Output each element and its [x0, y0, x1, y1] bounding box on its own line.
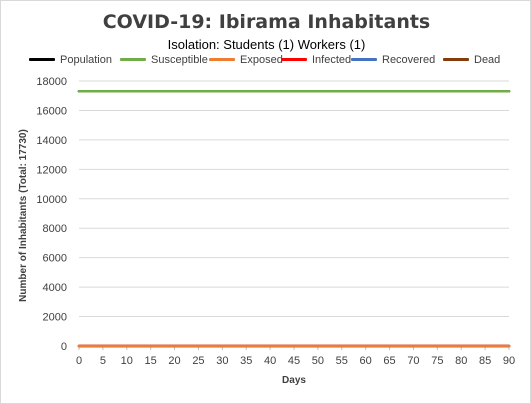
x-tick-label: 70: [407, 355, 419, 367]
x-tick-label: 60: [360, 355, 372, 367]
legend-swatch: [120, 58, 146, 61]
x-tick-label: 15: [145, 355, 157, 367]
x-tick-label: 65: [383, 355, 395, 367]
legend-label: Susceptible: [151, 54, 208, 66]
legend-swatch: [351, 58, 377, 61]
x-axis-title: Days: [282, 375, 306, 386]
y-tick-label: 14000: [36, 135, 67, 147]
x-tick-label: 35: [240, 355, 252, 367]
x-tick-label: 90: [503, 355, 515, 367]
chart-legend: Population Susceptible Exposed Infected Reco…: [29, 53, 529, 67]
x-tick-label: 25: [192, 355, 204, 367]
x-tick-label: 55: [336, 355, 348, 367]
x-tick-label: 45: [288, 355, 300, 367]
legend-label: Recovered: [382, 54, 436, 66]
y-tick-label: 4000: [43, 282, 67, 294]
x-tick-label: 40: [264, 355, 276, 367]
legend-swatch: [209, 58, 235, 61]
y-tick-label: 0: [61, 341, 67, 353]
x-tick-label: 50: [312, 355, 324, 367]
y-tick-label: 2000: [43, 312, 67, 324]
legend-label: Dead: [474, 54, 501, 66]
legend-label: Population: [60, 54, 112, 66]
legend-label: Exposed: [240, 54, 283, 66]
legend-swatch: [29, 58, 55, 61]
x-tick-label: 20: [168, 355, 180, 367]
legend-label: Infected: [312, 54, 352, 66]
legend-swatch: [443, 58, 469, 61]
x-tick-label: 80: [455, 355, 467, 367]
y-tick-label: 12000: [36, 164, 67, 176]
y-tick-label: 16000: [36, 105, 67, 117]
x-tick-label: 75: [431, 355, 443, 367]
x-tick-label: 10: [121, 355, 133, 367]
legend-swatch: [281, 58, 307, 61]
x-tick-label: 30: [216, 355, 228, 367]
chart-title: COVID-19: Ibirama Inhabitants: [102, 11, 431, 33]
y-tick-label: 10000: [36, 194, 67, 206]
x-tick-label: 5: [100, 355, 106, 367]
x-tick-label: 85: [479, 355, 491, 367]
chart-subtitle: Isolation: Students (1) Workers (1): [167, 37, 366, 52]
y-axis-title: Number of Inhabitants (Total: 17730): [18, 129, 29, 302]
y-tick-label: 8000: [43, 223, 67, 235]
y-tick-label: 18000: [36, 76, 67, 88]
y-tick-label: 6000: [43, 253, 67, 265]
x-tick-label: 0: [76, 355, 82, 367]
